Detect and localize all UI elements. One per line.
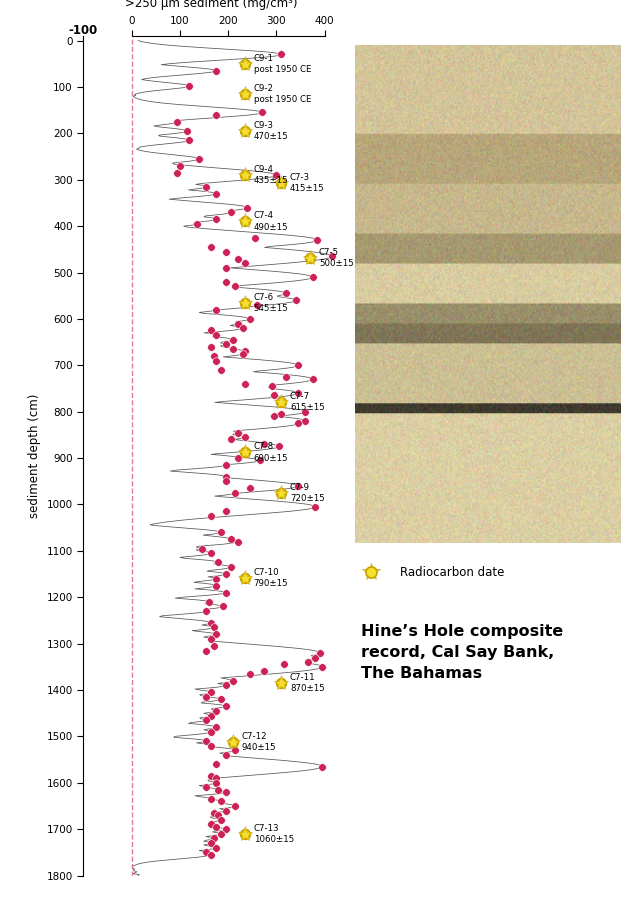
Text: C9-1
post 1950 CE: C9-1 post 1950 CE — [253, 54, 311, 74]
Text: C7-10
790±15: C7-10 790±15 — [253, 568, 289, 588]
Text: C9-3
470±15: C9-3 470±15 — [253, 121, 289, 141]
Text: C7-6
545±15: C7-6 545±15 — [253, 293, 289, 313]
Text: C7-5
500±15: C7-5 500±15 — [319, 248, 354, 268]
Text: C7-7
615±15: C7-7 615±15 — [290, 392, 324, 412]
Text: Hine’s Hole composite
record, Cal Say Bank,
The Bahamas: Hine’s Hole composite record, Cal Say Ba… — [360, 624, 563, 681]
Text: C7-11
870±15: C7-11 870±15 — [290, 673, 324, 693]
Text: C7-9
720±15: C7-9 720±15 — [290, 483, 324, 503]
Text: C9-4
435±15: C9-4 435±15 — [253, 165, 289, 185]
Text: C7-3
415±15: C7-3 415±15 — [290, 173, 324, 193]
Text: C7-13
1060±15: C7-13 1060±15 — [253, 823, 294, 844]
Text: C7-12
940±15: C7-12 940±15 — [242, 733, 276, 753]
Y-axis label: sediment depth (cm): sediment depth (cm) — [28, 393, 41, 518]
Text: Radiocarbon date: Radiocarbon date — [401, 566, 505, 579]
Text: C7-4
490±15: C7-4 490±15 — [253, 211, 289, 232]
Text: C9-2
post 1950 CE: C9-2 post 1950 CE — [253, 84, 311, 104]
Text: C7-8
690±15: C7-8 690±15 — [253, 443, 289, 462]
Title: >250 μm sediment (mg/cm³): >250 μm sediment (mg/cm³) — [125, 0, 298, 10]
Text: -100: -100 — [68, 24, 98, 37]
